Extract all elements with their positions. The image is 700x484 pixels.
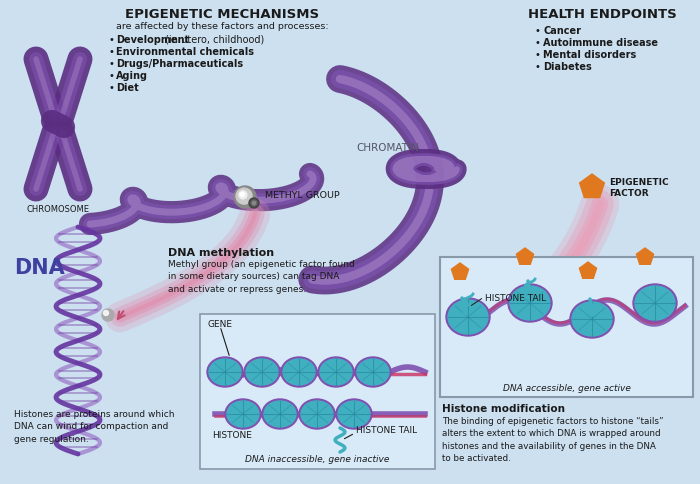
Text: CHROMATIN: CHROMATIN bbox=[356, 143, 419, 152]
Ellipse shape bbox=[264, 401, 296, 427]
Ellipse shape bbox=[448, 301, 488, 334]
Text: DNA accessible, gene active: DNA accessible, gene active bbox=[503, 383, 631, 392]
Text: Mental disorders: Mental disorders bbox=[543, 50, 636, 60]
Ellipse shape bbox=[227, 401, 259, 427]
Text: •: • bbox=[108, 83, 114, 93]
Circle shape bbox=[102, 309, 114, 321]
Text: •: • bbox=[108, 47, 114, 57]
Ellipse shape bbox=[225, 399, 261, 429]
FancyBboxPatch shape bbox=[200, 314, 435, 469]
Circle shape bbox=[234, 187, 256, 209]
Circle shape bbox=[104, 311, 108, 316]
Circle shape bbox=[249, 198, 259, 209]
Text: FACTOR: FACTOR bbox=[609, 189, 649, 198]
Text: HISTONE TAIL: HISTONE TAIL bbox=[356, 425, 417, 435]
Text: Diabetes: Diabetes bbox=[543, 62, 592, 72]
Ellipse shape bbox=[207, 357, 243, 387]
Text: •: • bbox=[108, 59, 114, 69]
Text: HEALTH ENDPOINTS: HEALTH ENDPOINTS bbox=[528, 8, 676, 21]
Polygon shape bbox=[517, 248, 533, 265]
Text: Diet: Diet bbox=[116, 83, 139, 93]
Ellipse shape bbox=[510, 287, 550, 320]
Ellipse shape bbox=[262, 399, 298, 429]
Ellipse shape bbox=[301, 401, 333, 427]
Ellipse shape bbox=[281, 357, 317, 387]
Text: DNA methylation: DNA methylation bbox=[168, 247, 274, 257]
Text: HISTONE: HISTONE bbox=[212, 430, 252, 439]
Ellipse shape bbox=[355, 357, 391, 387]
Ellipse shape bbox=[246, 359, 278, 385]
Text: The binding of epigenetic factors to histone “tails”
alters the extent to which : The binding of epigenetic factors to his… bbox=[442, 416, 664, 463]
Text: DNA inaccessible, gene inactive: DNA inaccessible, gene inactive bbox=[245, 454, 390, 463]
Ellipse shape bbox=[338, 401, 370, 427]
Text: •: • bbox=[108, 71, 114, 81]
Polygon shape bbox=[580, 175, 604, 198]
Ellipse shape bbox=[336, 399, 372, 429]
Text: •: • bbox=[535, 26, 541, 36]
Circle shape bbox=[236, 189, 252, 205]
Polygon shape bbox=[636, 248, 654, 265]
Polygon shape bbox=[580, 262, 596, 279]
Ellipse shape bbox=[635, 287, 675, 320]
Text: Cancer: Cancer bbox=[543, 26, 581, 36]
Text: •: • bbox=[108, 35, 114, 45]
Ellipse shape bbox=[446, 298, 490, 336]
Text: Histones are proteins around which
DNA can wind for compaction and
gene regulati: Histones are proteins around which DNA c… bbox=[14, 409, 174, 443]
Ellipse shape bbox=[209, 359, 241, 385]
Text: •: • bbox=[535, 50, 541, 60]
Ellipse shape bbox=[318, 357, 354, 387]
Ellipse shape bbox=[320, 359, 352, 385]
Text: HISTONE TAIL: HISTONE TAIL bbox=[485, 293, 546, 302]
Text: are affected by these factors and processes:: are affected by these factors and proces… bbox=[116, 22, 328, 31]
Text: Aging: Aging bbox=[116, 71, 148, 81]
Text: •: • bbox=[535, 38, 541, 48]
Text: METHYL GROUP: METHYL GROUP bbox=[265, 191, 340, 200]
Text: CHROMOSOME: CHROMOSOME bbox=[27, 205, 90, 213]
FancyBboxPatch shape bbox=[440, 257, 693, 397]
Ellipse shape bbox=[508, 285, 552, 322]
Text: Methyl group (an epigenetic factor found
in some dietary sources) can tag DNA
an: Methyl group (an epigenetic factor found… bbox=[168, 259, 355, 293]
Circle shape bbox=[251, 200, 257, 207]
Text: •: • bbox=[535, 62, 541, 72]
Ellipse shape bbox=[283, 359, 315, 385]
Text: Development: Development bbox=[116, 35, 189, 45]
Text: Histone modification: Histone modification bbox=[442, 403, 565, 413]
Text: DNA: DNA bbox=[14, 257, 64, 277]
Text: Autoimmune disease: Autoimmune disease bbox=[543, 38, 658, 48]
Ellipse shape bbox=[244, 357, 280, 387]
Circle shape bbox=[239, 192, 247, 199]
Ellipse shape bbox=[570, 301, 614, 338]
Text: Environmental chemicals: Environmental chemicals bbox=[116, 47, 254, 57]
Text: GENE: GENE bbox=[207, 320, 232, 329]
Circle shape bbox=[253, 202, 256, 205]
Ellipse shape bbox=[299, 399, 335, 429]
Text: (in utero, childhood): (in utero, childhood) bbox=[162, 35, 264, 45]
Ellipse shape bbox=[572, 302, 612, 336]
Polygon shape bbox=[452, 263, 468, 280]
Circle shape bbox=[240, 193, 244, 197]
Text: Drugs/Pharmaceuticals: Drugs/Pharmaceuticals bbox=[116, 59, 243, 69]
Text: EPIGENETIC: EPIGENETIC bbox=[609, 178, 668, 187]
Text: EPIGENETIC MECHANISMS: EPIGENETIC MECHANISMS bbox=[125, 8, 319, 21]
Ellipse shape bbox=[357, 359, 389, 385]
Ellipse shape bbox=[633, 285, 677, 322]
